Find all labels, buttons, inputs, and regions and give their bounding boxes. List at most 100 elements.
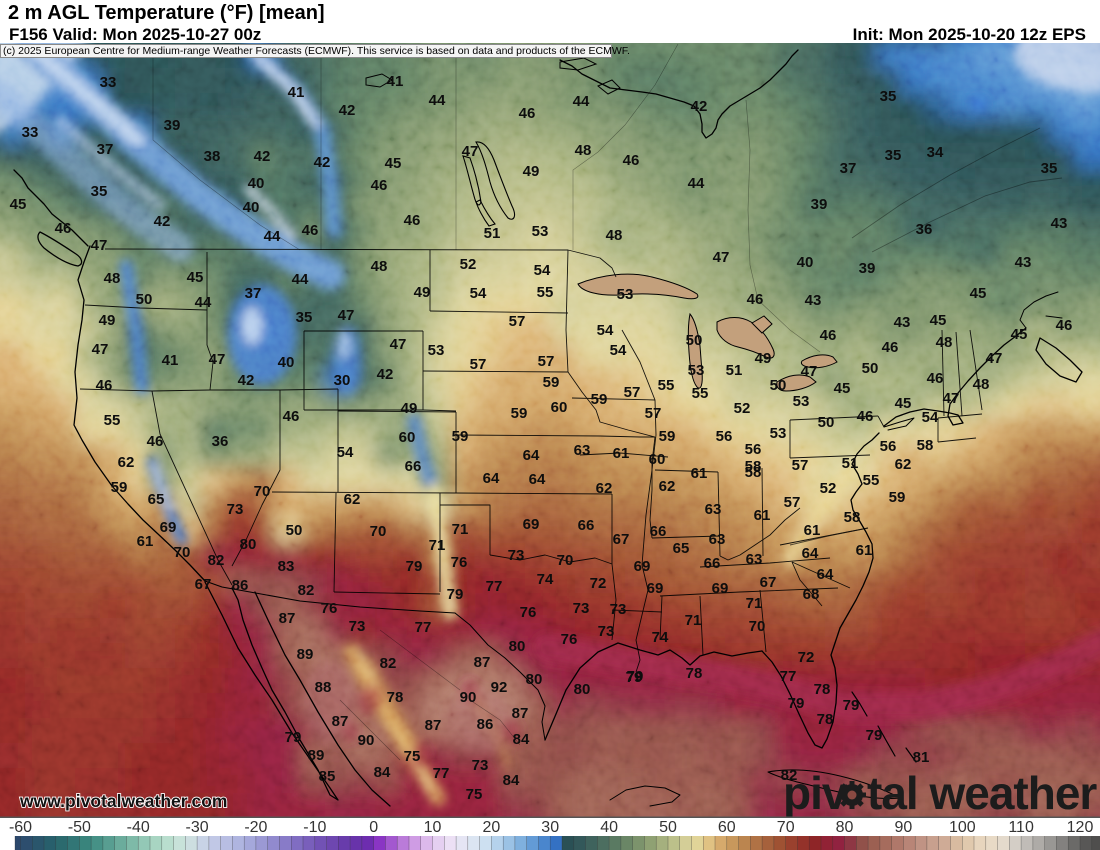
svg-text:47: 47: [713, 249, 730, 266]
svg-text:46: 46: [1056, 317, 1073, 334]
svg-text:43: 43: [805, 292, 822, 309]
svg-text:37: 37: [245, 285, 262, 302]
svg-text:70: 70: [777, 819, 795, 836]
svg-text:43: 43: [1015, 254, 1032, 271]
svg-text:77: 77: [433, 765, 450, 782]
svg-text:58: 58: [745, 464, 762, 481]
svg-text:63: 63: [574, 442, 591, 459]
svg-text:61: 61: [804, 522, 821, 539]
svg-text:47: 47: [462, 143, 479, 160]
svg-text:54: 54: [337, 444, 354, 461]
svg-text:90: 90: [460, 689, 477, 706]
svg-text:47: 47: [209, 351, 226, 368]
svg-text:80: 80: [509, 638, 526, 655]
svg-text:80: 80: [240, 536, 257, 553]
svg-text:47: 47: [801, 363, 818, 380]
svg-text:66: 66: [704, 555, 721, 572]
svg-text:54: 54: [610, 342, 627, 359]
svg-text:49: 49: [401, 400, 418, 417]
svg-text:73: 73: [472, 757, 489, 774]
svg-text:46: 46: [623, 152, 640, 169]
svg-text:80: 80: [526, 671, 543, 688]
svg-text:57: 57: [470, 356, 487, 373]
svg-text:64: 64: [529, 471, 546, 488]
svg-text:50: 50: [136, 291, 153, 308]
svg-text:52: 52: [460, 256, 477, 273]
svg-text:37: 37: [97, 141, 114, 158]
svg-text:59: 59: [659, 428, 676, 445]
svg-text:87: 87: [474, 654, 491, 671]
svg-text:84: 84: [503, 772, 520, 789]
svg-text:20: 20: [483, 819, 501, 836]
svg-text:66: 66: [650, 523, 667, 540]
svg-text:64: 64: [523, 447, 540, 464]
svg-text:35: 35: [296, 309, 313, 326]
svg-text:50: 50: [686, 332, 703, 349]
svg-text:71: 71: [746, 595, 763, 612]
svg-text:82: 82: [781, 767, 798, 784]
svg-text:75: 75: [404, 748, 421, 765]
svg-text:77: 77: [486, 578, 503, 595]
svg-text:69: 69: [634, 558, 651, 575]
svg-text:69: 69: [647, 580, 664, 597]
svg-text:67: 67: [613, 531, 630, 548]
svg-text:87: 87: [512, 705, 529, 722]
svg-text:57: 57: [509, 313, 526, 330]
svg-text:55: 55: [863, 472, 880, 489]
svg-text:30: 30: [541, 819, 559, 836]
svg-text:45: 45: [895, 395, 912, 412]
svg-text:33: 33: [22, 124, 39, 141]
svg-text:54: 54: [470, 285, 487, 302]
svg-text:45: 45: [385, 155, 402, 172]
svg-text:41: 41: [288, 84, 305, 101]
svg-text:78: 78: [817, 711, 834, 728]
svg-text:87: 87: [332, 713, 349, 730]
svg-text:79: 79: [788, 695, 805, 712]
svg-text:60: 60: [551, 399, 568, 416]
svg-text:56: 56: [745, 441, 762, 458]
svg-text:62: 62: [344, 491, 361, 508]
svg-text:55: 55: [537, 284, 554, 301]
svg-text:40: 40: [278, 354, 295, 371]
svg-text:72: 72: [590, 575, 607, 592]
svg-text:53: 53: [532, 223, 549, 240]
svg-text:71: 71: [452, 521, 469, 538]
svg-text:49: 49: [414, 284, 431, 301]
svg-text:57: 57: [645, 405, 662, 422]
svg-text:42: 42: [339, 102, 356, 119]
svg-text:87: 87: [425, 717, 442, 734]
svg-text:64: 64: [802, 545, 819, 562]
svg-text:46: 46: [747, 291, 764, 308]
svg-text:-10: -10: [303, 819, 326, 836]
svg-text:86: 86: [477, 716, 494, 733]
svg-text:58: 58: [917, 437, 934, 454]
svg-text:46: 46: [820, 327, 837, 344]
svg-text:79: 79: [627, 668, 644, 685]
svg-text:84: 84: [513, 731, 530, 748]
svg-text:63: 63: [709, 531, 726, 548]
svg-text:44: 44: [264, 228, 281, 245]
svg-text:35: 35: [91, 183, 108, 200]
svg-text:62: 62: [895, 456, 912, 473]
svg-text:68: 68: [803, 586, 820, 603]
svg-text:49: 49: [755, 350, 772, 367]
svg-text:45: 45: [970, 285, 987, 302]
svg-text:40: 40: [797, 254, 814, 271]
svg-text:53: 53: [793, 393, 810, 410]
svg-text:35: 35: [885, 147, 902, 164]
svg-text:57: 57: [538, 353, 555, 370]
svg-text:50: 50: [770, 377, 787, 394]
svg-text:70: 70: [749, 618, 766, 635]
svg-text:58: 58: [844, 509, 861, 526]
svg-text:69: 69: [712, 580, 729, 597]
svg-text:42: 42: [691, 98, 708, 115]
svg-text:37: 37: [840, 160, 857, 177]
svg-text:53: 53: [617, 286, 634, 303]
svg-text:76: 76: [451, 554, 468, 571]
svg-text:69: 69: [160, 519, 177, 536]
svg-text:67: 67: [195, 576, 212, 593]
svg-text:43: 43: [894, 314, 911, 331]
svg-text:45: 45: [187, 269, 204, 286]
svg-text:47: 47: [943, 390, 960, 407]
svg-text:54: 54: [922, 409, 939, 426]
